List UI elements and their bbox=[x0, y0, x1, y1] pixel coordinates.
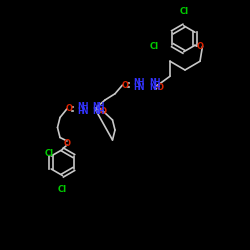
Text: O: O bbox=[156, 83, 164, 92]
Text: O: O bbox=[196, 42, 203, 51]
Text: N: N bbox=[133, 78, 140, 87]
Text: H: H bbox=[153, 78, 160, 87]
Text: H: H bbox=[153, 83, 160, 92]
Text: N: N bbox=[77, 102, 83, 111]
Text: O: O bbox=[66, 104, 73, 113]
Text: N: N bbox=[92, 102, 99, 111]
Text: H: H bbox=[77, 107, 83, 116]
Text: O: O bbox=[100, 107, 107, 116]
Text: N: N bbox=[138, 83, 144, 92]
Text: N: N bbox=[149, 83, 155, 92]
Text: H: H bbox=[133, 83, 140, 92]
Text: N: N bbox=[81, 107, 88, 116]
Text: Cl: Cl bbox=[44, 149, 53, 158]
Text: Cl: Cl bbox=[179, 7, 188, 16]
Text: Cl: Cl bbox=[150, 42, 159, 51]
Text: N: N bbox=[92, 107, 99, 116]
Text: H: H bbox=[97, 107, 103, 116]
Text: H: H bbox=[138, 78, 144, 87]
Text: N: N bbox=[149, 78, 155, 87]
Text: O: O bbox=[122, 80, 128, 90]
Text: H: H bbox=[97, 102, 103, 111]
Text: H: H bbox=[81, 102, 88, 111]
Text: O: O bbox=[64, 138, 70, 147]
Text: Cl: Cl bbox=[58, 186, 67, 194]
